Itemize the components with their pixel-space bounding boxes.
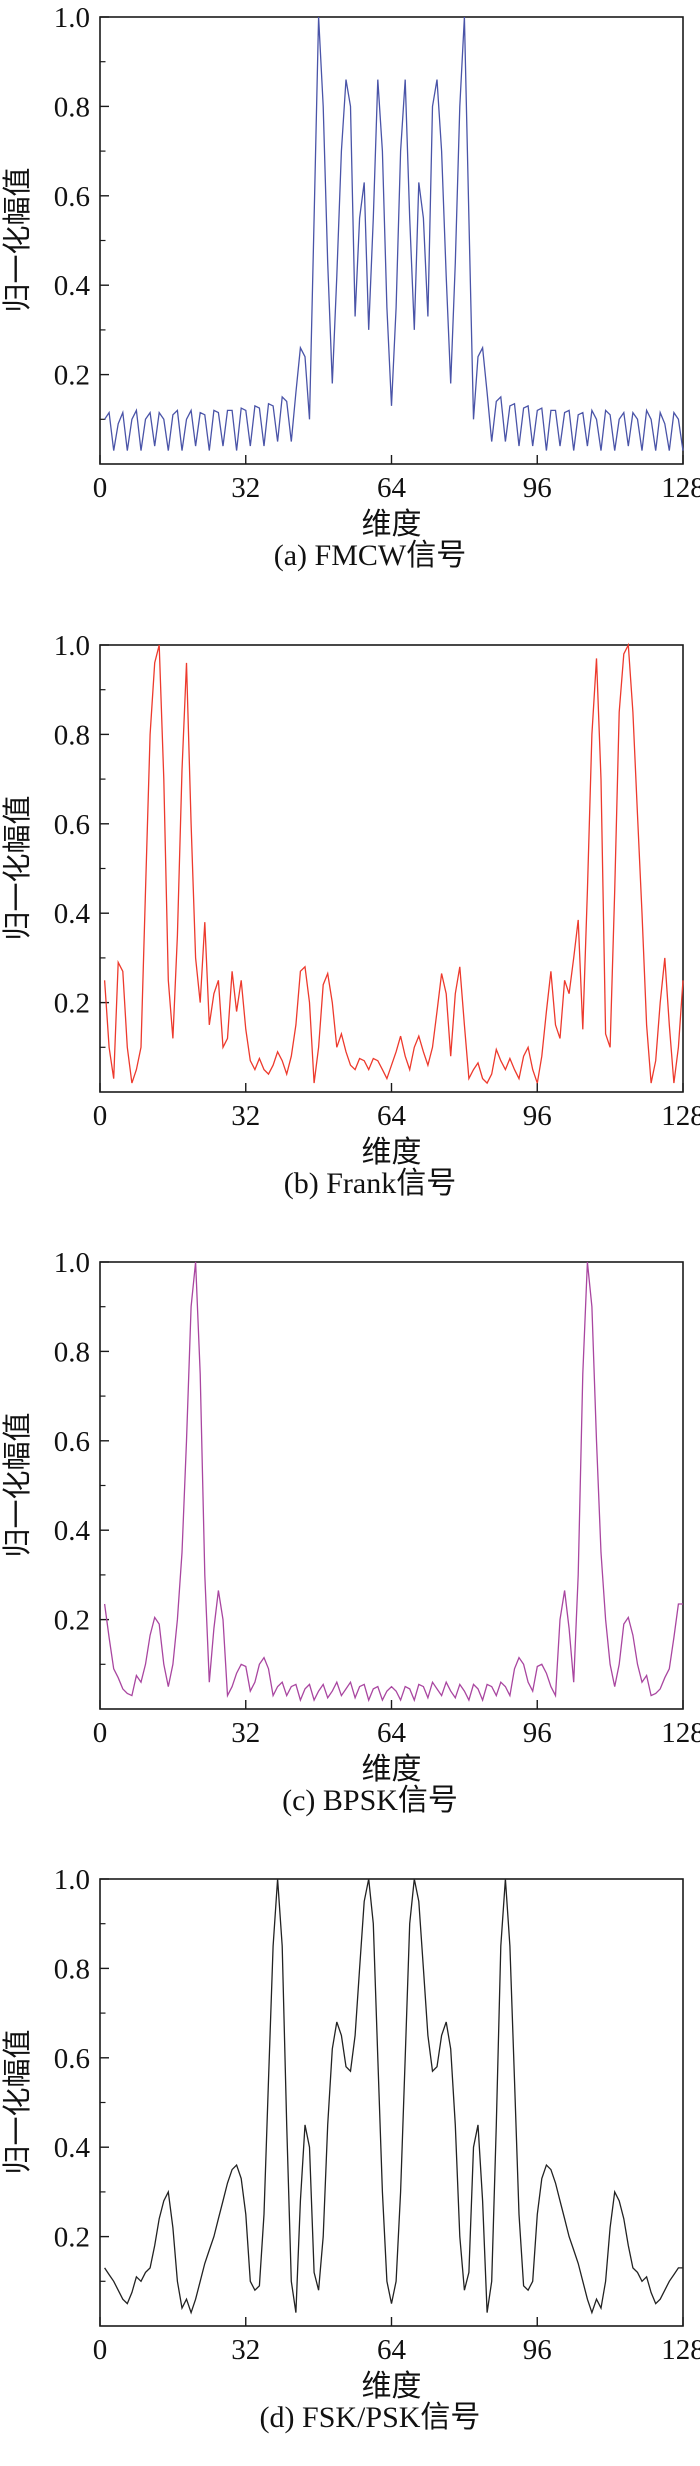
y-tick-label: 1.0 <box>54 2 90 34</box>
y-axis-label: 归一化幅值 <box>1 167 34 312</box>
chart-caption: (a) FMCW信号 <box>274 539 466 572</box>
x-tick-label: 0 <box>93 1717 108 1749</box>
chart-c-plot: 0 32 64 96 128 1.0 0.8 0.6 0.4 0.2 维度 归一化幅值 (c) BPSK… <box>1 1247 700 1817</box>
y-tick-label: 0.2 <box>54 2222 90 2254</box>
y-tick-label: 0.8 <box>54 91 90 123</box>
plot-frame <box>99 644 684 1093</box>
chart-a-plot: 0 32 64 96 128 1.0 0.8 0.6 0.4 0.2 维度 归一化幅值 (a) FMCW… <box>1 2 700 572</box>
y-tick-label: 0.4 <box>54 2132 91 2164</box>
x-tick-label: 96 <box>523 1717 552 1749</box>
y-tick-label: 1.0 <box>54 1864 90 1896</box>
chart-caption: (d) FSK/PSK信号 <box>260 2401 481 2434</box>
chart-c-bpsk: 0 32 64 96 128 1.0 0.8 0.6 0.4 0.2 维度 归一化幅值 (c) BPSK… <box>0 1233 700 1850</box>
y-tick-label: 1.0 <box>54 630 90 662</box>
y-axis-label: 归一化幅值 <box>1 795 34 940</box>
chart-d-plot: 0 32 64 96 128 1.0 0.8 0.6 0.4 0.2 维度 归一化幅值 (d) FSK/… <box>1 1864 700 2434</box>
x-tick-label: 32 <box>231 1100 260 1132</box>
y-tick-label: 1.0 <box>54 1247 90 1279</box>
x-tick-label: 32 <box>231 472 260 504</box>
y-tick-label: 0.6 <box>54 181 90 213</box>
y-tick-label: 0.6 <box>54 1426 90 1458</box>
signal-curve <box>104 1878 683 2315</box>
x-tick-label: 128 <box>661 472 700 504</box>
x-tick-label: 0 <box>93 1100 108 1132</box>
x-tick-label: 0 <box>93 2334 108 2366</box>
x-tick-label: 96 <box>523 1100 552 1132</box>
x-tick-label: 64 <box>377 1717 407 1749</box>
chart-d-fskpsk: 0 32 64 96 128 1.0 0.8 0.6 0.4 0.2 维度 归一化幅值 (d) FSK/… <box>0 1850 700 2466</box>
x-axis-label: 维度 <box>362 1136 422 1169</box>
chart-a-fmcw: 0 32 64 96 128 1.0 0.8 0.6 0.4 0.2 维度 归一化幅值 (a) FMCW… <box>0 0 700 616</box>
y-tick-label: 0.2 <box>54 360 90 392</box>
plot-frame <box>99 1878 684 2327</box>
plot-frame <box>99 1261 684 1710</box>
x-axis-label: 维度 <box>362 2370 422 2403</box>
signal-curve <box>103 642 684 1085</box>
y-tick-label: 0.2 <box>54 988 90 1020</box>
x-tick-label: 96 <box>523 472 552 504</box>
plot-frame <box>99 16 684 465</box>
x-axis-label: 维度 <box>362 1753 422 1786</box>
x-tick-label: 128 <box>661 1717 700 1749</box>
signal-curve <box>103 1261 683 1703</box>
x-tick-label: 96 <box>523 2334 552 2366</box>
x-tick-label: 32 <box>231 2334 260 2366</box>
y-tick-label: 0.8 <box>54 1336 90 1368</box>
x-tick-label: 0 <box>93 472 108 504</box>
y-tick-label: 0.8 <box>54 719 90 751</box>
x-axis-label: 维度 <box>362 508 422 541</box>
chart-b-frank: 0 32 64 96 128 1.0 0.8 0.6 0.4 0.2 维度 归一化幅值 (b) Fran… <box>0 616 700 1233</box>
x-tick-label: 64 <box>377 1100 407 1132</box>
chart-b-plot: 0 32 64 96 128 1.0 0.8 0.6 0.4 0.2 维度 归一化幅值 (b) Fran… <box>1 630 700 1200</box>
x-tick-label: 64 <box>377 2334 407 2366</box>
y-tick-label: 0.4 <box>54 898 91 930</box>
y-axis-label: 归一化幅值 <box>1 2029 34 2174</box>
signal-curve <box>104 16 684 451</box>
y-tick-label: 0.2 <box>54 1605 90 1637</box>
y-axis-label: 归一化幅值 <box>1 1412 34 1557</box>
y-tick-label: 0.6 <box>54 809 90 841</box>
chart-caption: (b) Frank信号 <box>284 1167 456 1200</box>
y-tick-label: 0.4 <box>54 270 91 302</box>
y-tick-label: 0.4 <box>54 1515 91 1547</box>
x-tick-label: 128 <box>661 2334 700 2366</box>
x-tick-label: 128 <box>661 1100 700 1132</box>
y-tick-label: 0.6 <box>54 2043 90 2075</box>
y-tick-label: 0.8 <box>54 1953 90 1985</box>
chart-caption: (c) BPSK信号 <box>282 1784 458 1817</box>
x-tick-label: 32 <box>231 1717 260 1749</box>
x-tick-label: 64 <box>377 472 407 504</box>
